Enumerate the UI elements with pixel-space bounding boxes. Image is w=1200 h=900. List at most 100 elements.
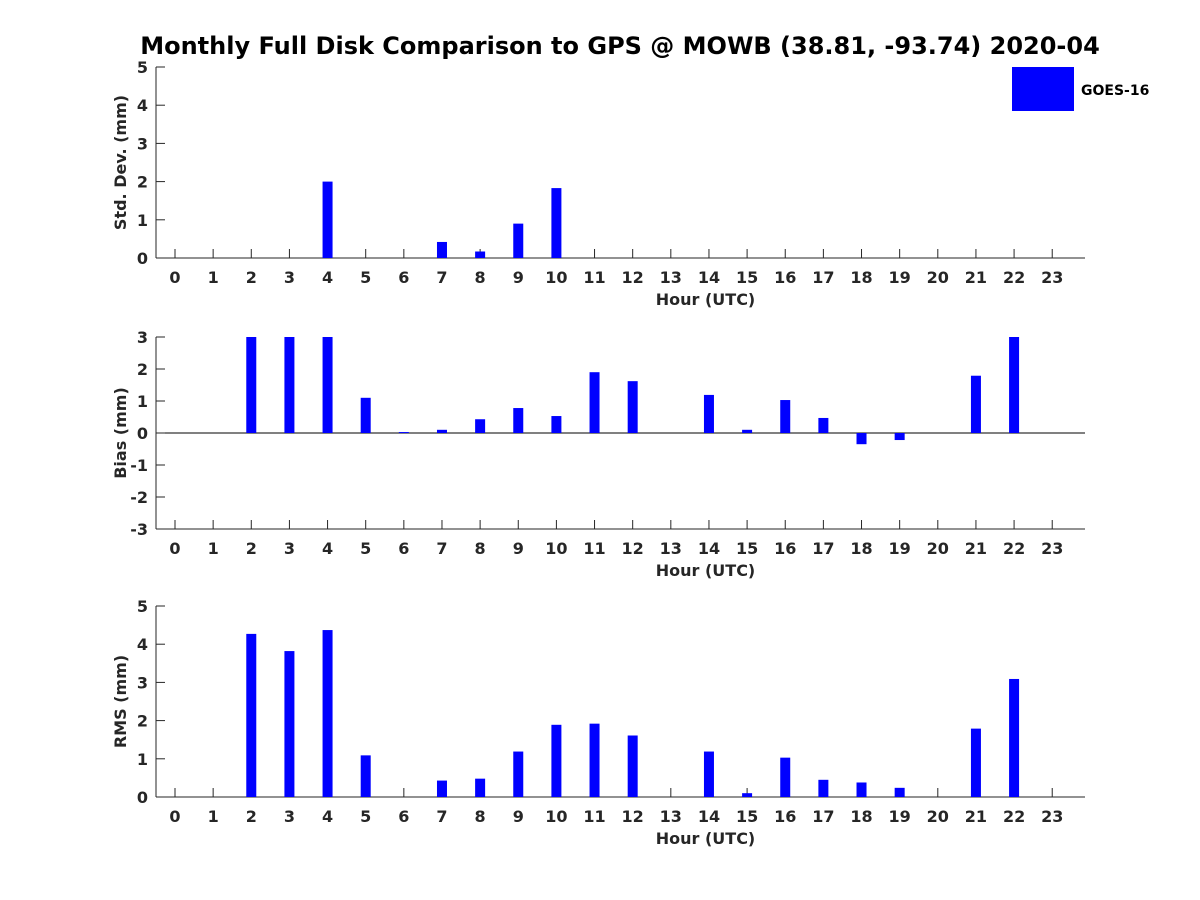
bias-x-tick-label: 13 (660, 539, 682, 558)
bias-bar-hour-15 (742, 429, 753, 433)
bias-x-tick-label: 21 (965, 539, 987, 558)
rms-x-tick-label: 2 (246, 807, 257, 826)
rms-x-label: Hour (UTC) (656, 829, 756, 848)
std-dev-y-tick-label: 2 (137, 173, 148, 192)
std-dev-x-tick-label: 17 (812, 268, 834, 287)
bias-x-tick-label: 0 (169, 539, 180, 558)
bias-x-tick-label: 23 (1041, 539, 1063, 558)
std-dev-x-tick-label: 14 (698, 268, 720, 287)
rms-x-tick-label: 14 (698, 807, 720, 826)
std-dev-x-tick-label: 19 (889, 268, 911, 287)
rms-y-tick-label: 4 (137, 635, 148, 654)
bias-x-tick-label: 1 (208, 539, 219, 558)
std-dev-y-tick-label: 3 (137, 134, 148, 153)
bias-bar-hour-5 (360, 397, 371, 433)
bias-x-label: Hour (UTC) (656, 561, 756, 580)
bias-y-tick-label: 3 (137, 328, 148, 347)
bias-y-label: Bias (mm) (111, 387, 130, 479)
rms-y-tick-label: 1 (137, 750, 148, 769)
rms-bar-hour-12 (627, 735, 638, 797)
rms-x-tick-label: 1 (208, 807, 219, 826)
rms-bar-hour-15 (742, 793, 753, 797)
bias-y-tick-label: 0 (137, 424, 148, 443)
rms-x-tick-label: 23 (1041, 807, 1063, 826)
rms-x-tick-label: 7 (436, 807, 447, 826)
bias-x-tick-label: 19 (889, 539, 911, 558)
bias-bar-hour-4 (322, 337, 333, 433)
bias-x-tick-label: 17 (812, 539, 834, 558)
std-dev-x-tick-label: 2 (246, 268, 257, 287)
rms-x-tick-label: 12 (622, 807, 644, 826)
rms-x-tick-label: 22 (1003, 807, 1025, 826)
bias-x-tick-label: 11 (583, 539, 605, 558)
bias-x-tick-label: 20 (927, 539, 949, 558)
std-dev-y-tick-label: 5 (137, 58, 148, 77)
std-dev-x-tick-label: 22 (1003, 268, 1025, 287)
std-dev-x-label: Hour (UTC) (656, 290, 756, 309)
bias-bar-hour-14 (703, 394, 714, 433)
std-dev-x-tick-label: 1 (208, 268, 219, 287)
rms-bar-hour-9 (513, 751, 524, 797)
bias-bar-hour-12 (627, 381, 638, 433)
rms-x-tick-label: 21 (965, 807, 987, 826)
rms-bar-hour-5 (360, 755, 371, 797)
bias-x-tick-label: 4 (322, 539, 333, 558)
std-dev-y-tick-label: 4 (137, 96, 148, 115)
std-dev-x-tick-label: 9 (513, 268, 524, 287)
rms-bar-hour-2 (246, 633, 257, 797)
rms-y-tick-label: 0 (137, 788, 148, 807)
rms-bar-hour-22 (1009, 678, 1020, 797)
std-dev-x-tick-label: 0 (169, 268, 180, 287)
rms-x-tick-label: 6 (398, 807, 409, 826)
rms-bar-hour-19 (894, 787, 905, 797)
std-dev-x-tick-label: 20 (927, 268, 949, 287)
rms-bar-hour-14 (703, 751, 714, 797)
std-dev-bar-hour-4 (322, 181, 333, 258)
bias-bar-hour-2 (246, 337, 257, 433)
rms-bar-hour-11 (589, 723, 600, 797)
rms-x-tick-label: 9 (513, 807, 524, 826)
bias-x-tick-label: 10 (545, 539, 567, 558)
rms-x-tick-label: 18 (850, 807, 872, 826)
legend: GOES-16 (1012, 67, 1149, 111)
rms-bar-hour-4 (322, 630, 333, 797)
rms-bar-hour-18 (856, 782, 867, 797)
bias-x-tick-label: 14 (698, 539, 720, 558)
rms-bar-hour-16 (780, 757, 791, 797)
bias-bar-hour-19 (894, 433, 905, 441)
std-dev-x-tick-label: 11 (583, 268, 605, 287)
std-dev-y-tick-label: 1 (137, 211, 148, 230)
rms-bar-hour-17 (818, 779, 829, 797)
std-dev-x-tick-label: 10 (545, 268, 567, 287)
std-dev-y-tick-label: 0 (137, 249, 148, 268)
rms-x-tick-label: 5 (360, 807, 371, 826)
bias-bar-hour-11 (589, 372, 600, 433)
legend-label-goes-16: GOES-16 (1081, 83, 1149, 99)
bias-bar-hour-21 (970, 375, 981, 433)
bias-bar-hour-22 (1009, 337, 1020, 433)
bias-y-tick-label: -2 (130, 488, 148, 507)
bias-x-tick-label: 6 (398, 539, 409, 558)
std-dev-y-label: Std. Dev. (mm) (111, 95, 130, 230)
std-dev-bar-hour-10 (551, 188, 562, 258)
rms-x-tick-label: 17 (812, 807, 834, 826)
std-dev-x-tick-label: 13 (660, 268, 682, 287)
std-dev-x-tick-label: 6 (398, 268, 409, 287)
bias-bar-hour-3 (284, 337, 295, 433)
rms-x-tick-label: 4 (322, 807, 333, 826)
bias-x-tick-label: 12 (622, 539, 644, 558)
bias-x-tick-label: 18 (850, 539, 872, 558)
bias-bar-hour-6 (398, 432, 409, 434)
rms-x-tick-label: 11 (583, 807, 605, 826)
rms-y-tick-label: 5 (137, 597, 148, 616)
std-dev-x-tick-label: 21 (965, 268, 987, 287)
bias-bar-hour-7 (436, 429, 447, 433)
std-dev-x-tick-label: 7 (436, 268, 447, 287)
std-dev-x-tick-label: 3 (284, 268, 295, 287)
bias-y-tick-label: -3 (130, 520, 148, 539)
rms-x-tick-label: 10 (545, 807, 567, 826)
bias-y-tick-label: -1 (130, 456, 148, 475)
rms-x-tick-label: 8 (475, 807, 486, 826)
rms-x-tick-label: 19 (889, 807, 911, 826)
